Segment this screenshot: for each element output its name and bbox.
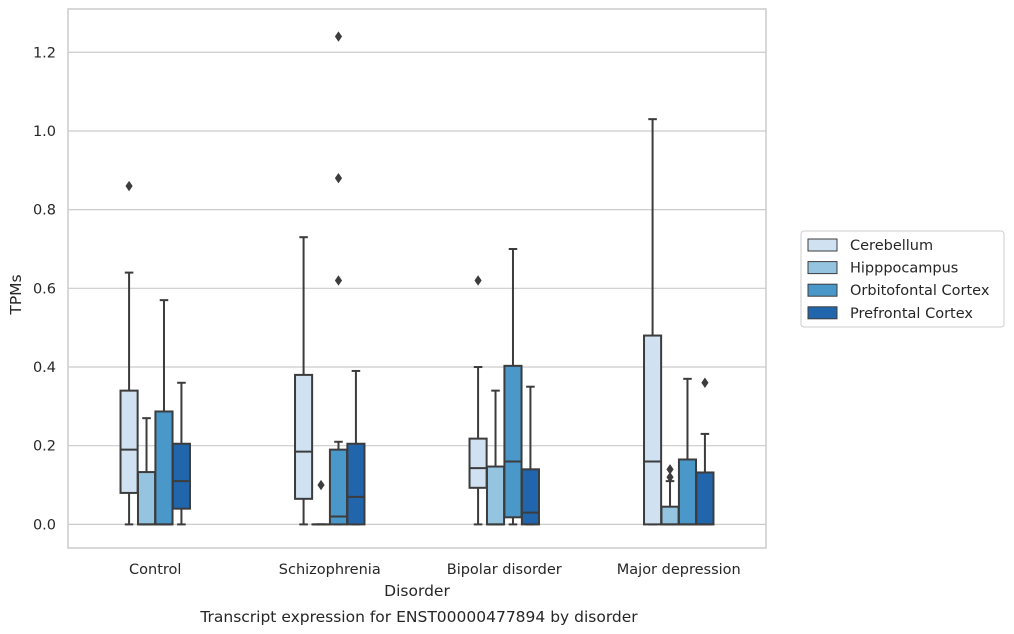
box-orbitofontal-cortex <box>677 377 698 526</box>
box-iqr <box>660 505 680 526</box>
box-prefrontal-cortex <box>171 381 191 526</box>
box-hipppocampus <box>485 389 506 526</box>
outlier-point <box>334 275 343 286</box>
y-tick-label: 1.2 <box>33 45 56 61</box>
box-iqr <box>520 468 540 526</box>
legend-frame <box>800 230 1005 328</box>
y-axis-title: TPMs <box>7 274 25 315</box>
box-iqr <box>468 437 488 489</box>
box-iqr <box>136 471 157 526</box>
legend-swatch <box>807 238 838 252</box>
y-tick-label: 0.4 <box>33 360 56 376</box>
legend-swatch <box>807 306 838 320</box>
outlier-point <box>334 172 343 184</box>
legend-label: Prefrontal Cortex <box>850 306 973 322</box>
legend: Cerebellum Hipppocampus Orbitofontal Corte… <box>800 230 1005 328</box>
box-iqr <box>677 458 698 526</box>
legend-label: Cerebellum <box>850 238 933 254</box>
box-orbitofontal-cortex <box>328 31 349 526</box>
box-iqr <box>328 448 349 526</box>
outlier-point <box>666 464 674 475</box>
outlier-point <box>125 180 133 192</box>
box-iqr <box>346 442 366 526</box>
chart-caption: Transcript expression for ENST0000047789… <box>199 608 638 626</box>
box-cerebellum <box>468 275 488 526</box>
box-iqr <box>695 471 715 526</box>
box-iqr <box>503 364 523 519</box>
outlier-point <box>666 471 674 483</box>
box-hipppocampus <box>311 479 331 526</box>
outlier-point <box>474 275 482 286</box>
box-plots <box>119 31 715 526</box>
box-prefrontal-cortex <box>695 377 715 526</box>
legend-swatch <box>807 283 838 297</box>
y-tick-label: 0.0 <box>33 517 56 533</box>
box-iqr <box>643 334 663 526</box>
outlier-point <box>334 31 343 42</box>
y-tick-label: 1.0 <box>33 124 56 140</box>
box-prefrontal-cortex <box>346 369 366 526</box>
box-cerebellum <box>119 180 139 526</box>
outlier-point <box>701 377 709 388</box>
box-orbitofontal-cortex <box>154 299 174 526</box>
legend-label: Hipppocampus <box>850 261 958 277</box>
x-axis-title: Disorder <box>384 582 450 600</box>
box-hipppocampus <box>660 464 680 526</box>
box-iqr <box>171 442 191 510</box>
x-axis-ticks: Control Schizophrenia Bipolar disorder Majo… <box>129 562 741 578</box>
legend-label: Orbitofontal Cortex <box>850 283 990 299</box>
box-iqr <box>294 373 314 500</box>
box-iqr <box>119 389 139 494</box>
box-cerebellum <box>294 236 314 526</box>
box-iqr <box>485 465 506 526</box>
box-iqr <box>154 410 174 526</box>
box-orbitofontal-cortex <box>503 247 523 526</box>
box-hipppocampus <box>136 417 157 526</box>
x-tick-label: Schizophrenia <box>279 562 381 578</box>
y-tick-label: 0.2 <box>33 439 56 455</box>
x-tick-label: Major depression <box>617 562 741 578</box>
y-tick-label: 0.8 <box>33 203 56 219</box>
outlier-point <box>317 479 325 491</box>
y-tick-label: 0.6 <box>33 281 56 297</box>
legend-swatch <box>807 261 838 275</box>
x-tick-label: Control <box>129 562 181 578</box>
box-prefrontal-cortex <box>520 385 540 526</box>
box-cerebellum <box>643 118 663 526</box>
x-tick-label: Bipolar disorder <box>447 562 562 578</box>
y-axis-ticks: 0.0 0.2 0.4 0.6 0.8 1.0 1.2 <box>33 45 56 533</box>
plot-frame <box>67 8 767 549</box>
